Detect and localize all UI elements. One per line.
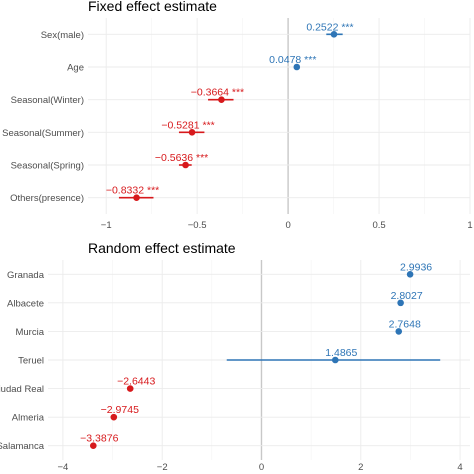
fixed-value-label: 0.2522 *** (306, 21, 353, 33)
random-x-tick-label: 4 (457, 462, 462, 473)
random-point (395, 328, 403, 335)
random-point (331, 356, 339, 364)
fixed-value-label: 0.0478 *** (269, 54, 316, 66)
random-effect-title: Random effect estimate (88, 240, 236, 256)
random-category-label: Teruel (18, 356, 44, 367)
random-point (126, 385, 134, 392)
fixed-x-tick-label: 0.5 (372, 220, 385, 231)
random-value-label: 1.4865 (325, 347, 357, 359)
fixed-value-label: −0.8332 *** (106, 185, 159, 197)
fixed-point (330, 31, 338, 38)
random-value-label: −3.3876 (80, 433, 118, 445)
fixed-x-tick-label: 0 (285, 220, 290, 231)
random-value-label: −2.9745 (101, 404, 139, 416)
random-category-label: Albacete (7, 298, 44, 309)
random-category-label: Granada (7, 270, 45, 281)
random-category-label: Almeria (12, 413, 45, 424)
random-value-label: 2.7648 (389, 318, 421, 330)
random-point (397, 299, 404, 307)
random-value-label: 2.9936 (400, 261, 432, 273)
fixed-category-label: Seasonal(Spring) (11, 161, 84, 172)
random-category-label: Salamanca (0, 441, 45, 452)
fixed-point (188, 129, 196, 136)
fixed-effect-title: Fixed effect estimate (88, 0, 217, 14)
random-effect-panel: Random effect estimate −4 −2 0 2 4 Granada Alb… (0, 240, 470, 473)
fixed-point (293, 63, 301, 71)
random-x-tick-label: −4 (57, 462, 68, 473)
fixed-point (133, 194, 140, 201)
random-value-label: 2.8027 (391, 290, 423, 302)
random-point (406, 270, 414, 278)
fixed-x-tick-label: −0.5 (188, 220, 207, 231)
random-point (110, 413, 118, 421)
random-x-tick-label: 0 (259, 462, 264, 473)
random-x-tick-label: 2 (358, 462, 363, 473)
random-x-tick-label: −2 (157, 462, 168, 473)
fixed-category-label: Seasonal(Summer) (2, 128, 84, 139)
random-category-label: Ciudad Real (0, 384, 44, 395)
fixed-category-label: Seasonal(Winter) (11, 95, 84, 106)
fixed-point (218, 96, 225, 103)
fixed-effect-panel: Fixed effect estimate −1 −0.5 0 0.5 1 Sex(mal… (2, 0, 472, 231)
fixed-value-label: −0.5281 *** (161, 119, 214, 131)
random-category-label: Murcia (15, 327, 44, 338)
fixed-value-label: −0.5636 *** (155, 152, 208, 164)
random-point (89, 442, 97, 450)
random-value-label: −2.6443 (117, 376, 155, 388)
fixed-category-label: Sex(male) (41, 30, 84, 41)
fixed-value-label: −0.3664 *** (191, 87, 244, 99)
fixed-category-label: Others(presence) (10, 193, 84, 204)
fixed-category-label: Age (67, 63, 84, 74)
fixed-point (182, 161, 189, 169)
fixed-x-tick-label: 1 (467, 220, 472, 231)
fixed-x-tick-label: −1 (101, 220, 112, 231)
